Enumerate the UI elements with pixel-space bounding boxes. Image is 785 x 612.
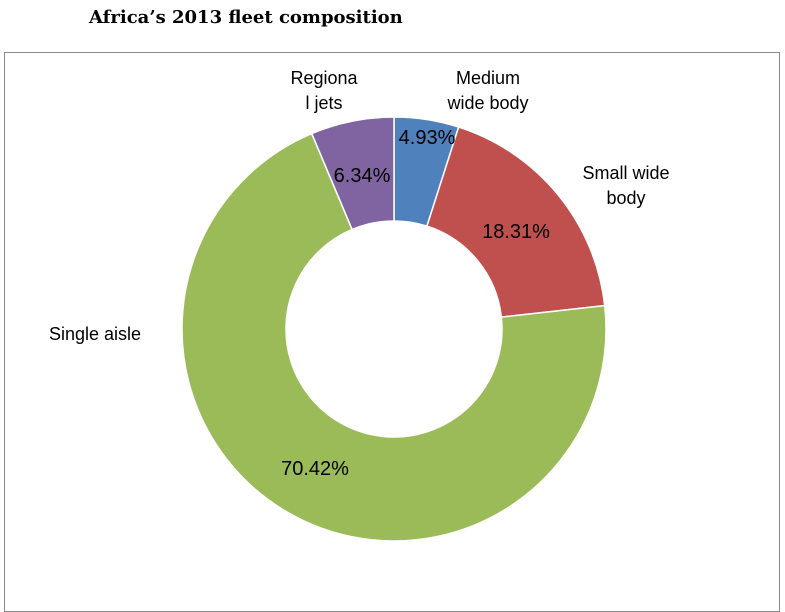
value-label-small-wide-body: 18.31% <box>482 221 550 243</box>
chart-title: Africa’s 2013 fleet composition <box>89 7 403 28</box>
slice-small-wide-body <box>425 126 606 318</box>
category-label-regional-jets: Regiona l jets <box>290 68 358 113</box>
slice-regional-jets <box>310 116 395 231</box>
value-label-medium-wide-body: 4.93% <box>399 127 456 149</box>
value-label-regional-jets: 6.34% <box>334 165 391 187</box>
category-label-small-wide-body: Small wide body <box>582 163 669 208</box>
category-label-medium-wide-body: Medium wide body <box>446 68 528 113</box>
category-label-single-aisle: Single aisle <box>49 324 141 344</box>
slice-single-aisle <box>181 132 607 542</box>
value-label-single-aisle: 70.42% <box>281 458 349 480</box>
